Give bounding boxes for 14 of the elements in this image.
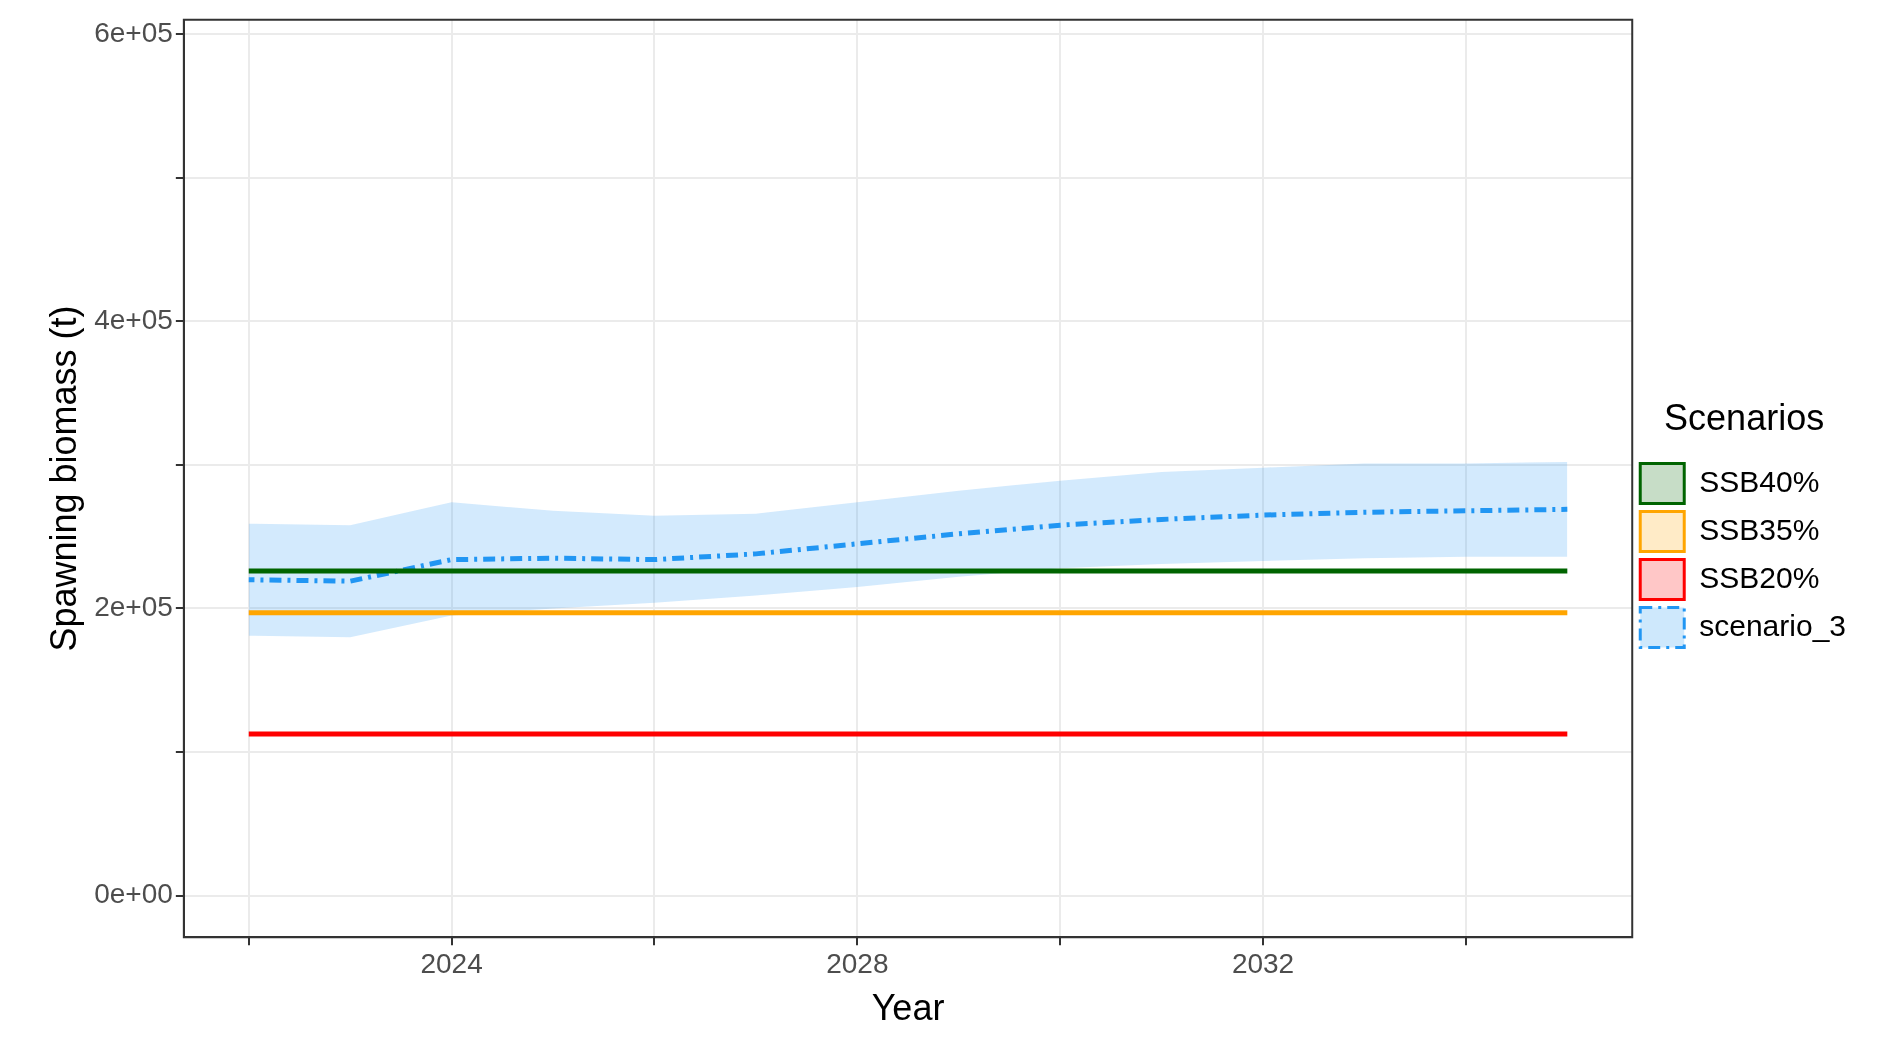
y-tick-label: 2e+05 (94, 591, 173, 623)
legend-label: SSB40% (1699, 464, 1820, 498)
x-axis-title: Year (871, 987, 945, 1029)
y-tick-label: 6e+05 (94, 16, 173, 48)
y-tick-label: 4e+05 (94, 304, 173, 336)
legend-label: SSB35% (1699, 512, 1820, 546)
y-tick-label: 0e+00 (94, 878, 173, 910)
legend-label: scenario_3 (1699, 608, 1846, 642)
x-tick-label: 2032 (1231, 947, 1295, 979)
x-tick-label: 2024 (420, 947, 483, 979)
x-tick-label: 2028 (826, 947, 889, 979)
legend-label: SSB20% (1699, 560, 1820, 594)
y-axis-title: Spawning biomass (t) (42, 305, 84, 652)
legend-title: Scenarios (1664, 397, 1825, 439)
